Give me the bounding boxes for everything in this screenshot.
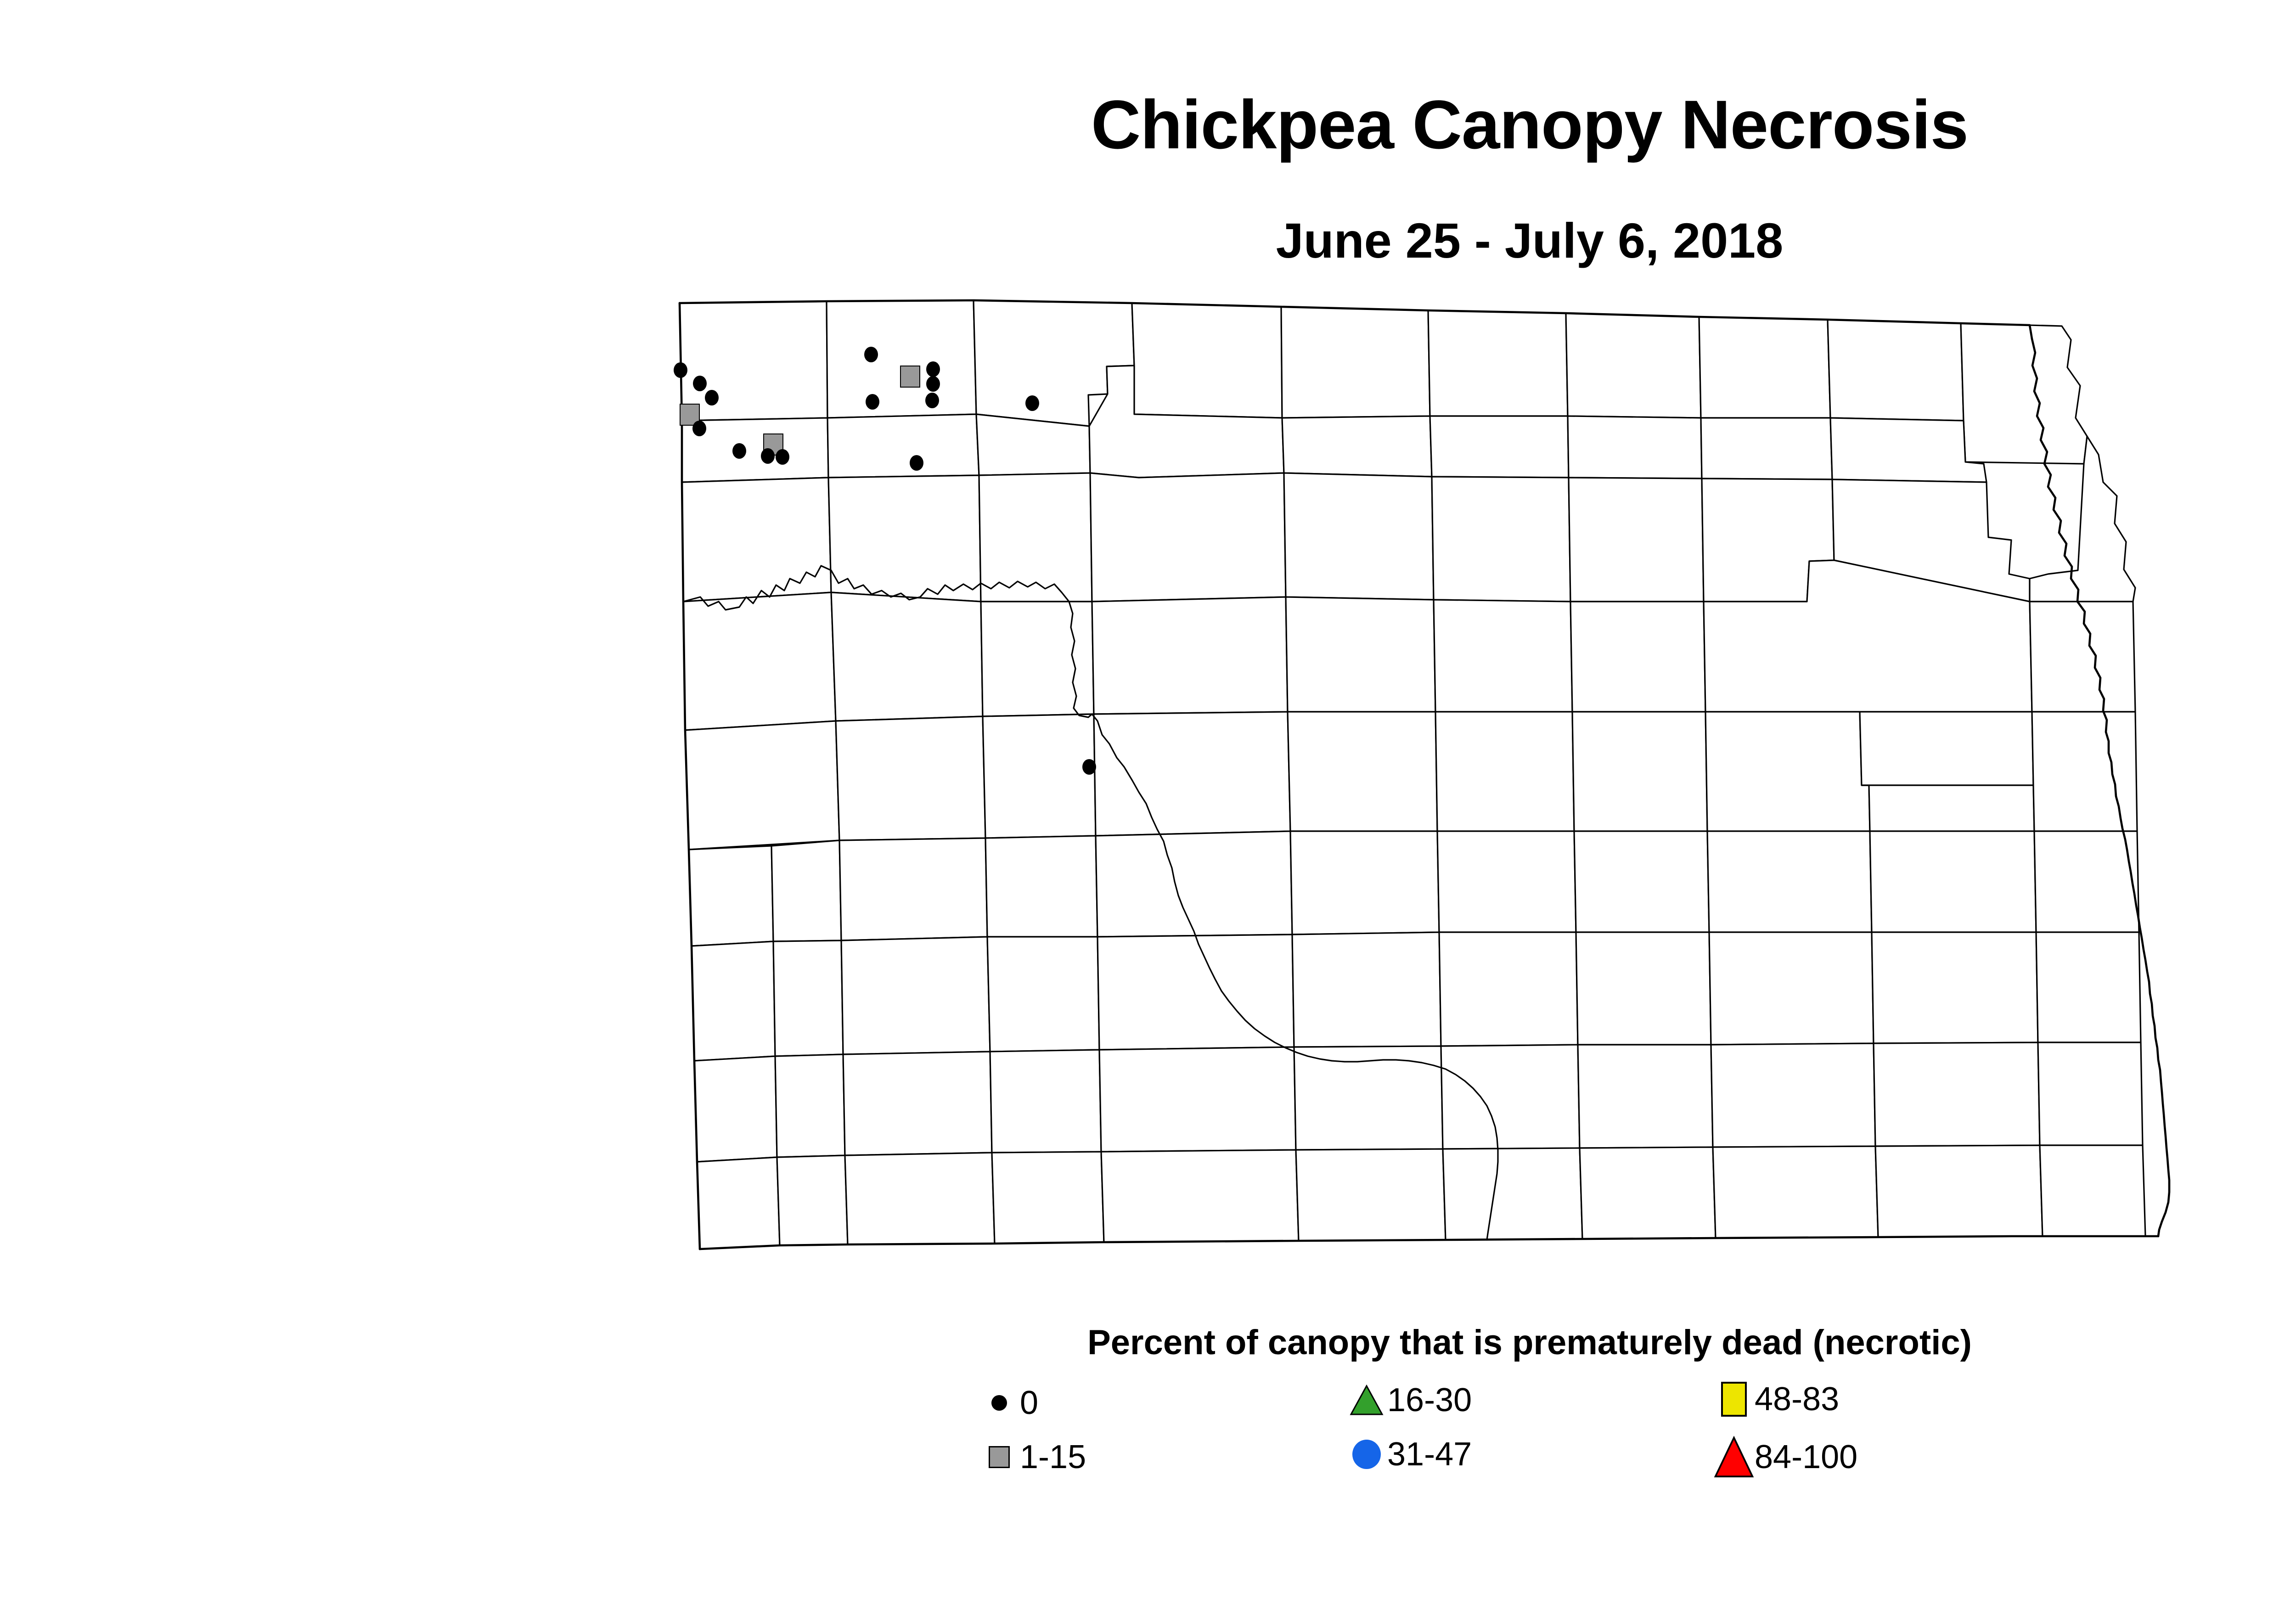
marker-necrosis-0 bbox=[732, 443, 746, 459]
page-title: Chickpea Canopy Necrosis bbox=[1091, 86, 1969, 163]
square-yellow-icon bbox=[1713, 1382, 1755, 1417]
circle-black-icon bbox=[979, 1395, 1020, 1411]
legend-item-label: 16-30 bbox=[1387, 1382, 1472, 1419]
north-dakota-county-map bbox=[588, 280, 2223, 1281]
marker-necrosis-0 bbox=[761, 448, 775, 464]
survey-point-markers bbox=[588, 280, 2223, 1281]
triangle-red-svg bbox=[1714, 1435, 1754, 1478]
legend-item-label: 48-83 bbox=[1755, 1381, 1840, 1418]
triangle-green-icon bbox=[1346, 1384, 1387, 1416]
marker-necrosis-0 bbox=[1082, 759, 1096, 775]
legend-item-label: 31-47 bbox=[1387, 1436, 1472, 1473]
marker-necrosis-0 bbox=[926, 376, 940, 392]
marker-necrosis-0 bbox=[910, 455, 923, 471]
marker-necrosis-0 bbox=[692, 421, 706, 436]
triangle-green-svg bbox=[1350, 1384, 1384, 1415]
page-subtitle: June 25 - July 6, 2018 bbox=[1276, 213, 1784, 268]
marker-necrosis-0 bbox=[693, 376, 707, 391]
marker-necrosis-0 bbox=[864, 347, 878, 362]
square-gray-icon bbox=[979, 1446, 1020, 1468]
legend-grid: 0 1-15 16-30 bbox=[979, 1382, 2081, 1492]
legend-item-label: 1-15 bbox=[1020, 1439, 1086, 1475]
legend-item-2: 16-30 bbox=[1346, 1384, 1472, 1417]
legend-title: Percent of canopy that is prematurely de… bbox=[1087, 1323, 1972, 1362]
legend-item-5: 84-100 bbox=[1713, 1434, 1857, 1480]
triangle-red-icon bbox=[1713, 1434, 1755, 1480]
legend-item-0: 0 bbox=[979, 1386, 1038, 1419]
legend-item-3: 31-47 bbox=[1346, 1438, 1472, 1471]
state-outline bbox=[678, 299, 2171, 1250]
marker-necrosis-0 bbox=[674, 362, 687, 378]
marker-necrosis-0 bbox=[866, 394, 879, 410]
legend-item-1: 1-15 bbox=[979, 1441, 1086, 1474]
circle-blue-icon bbox=[1346, 1440, 1387, 1469]
legend: Percent of canopy that is prematurely de… bbox=[0, 1323, 2296, 1492]
county-boundaries bbox=[679, 299, 2146, 1250]
map-svg bbox=[678, 299, 2171, 1250]
marker-necrosis-0 bbox=[705, 390, 719, 405]
marker-necrosis-0 bbox=[1025, 395, 1039, 411]
legend-item-4: 48-83 bbox=[1713, 1382, 1839, 1417]
marker-necrosis-0 bbox=[925, 393, 939, 408]
marker-necrosis-0 bbox=[926, 361, 940, 377]
marker-necrosis-0 bbox=[776, 449, 789, 465]
legend-item-label: 84-100 bbox=[1755, 1439, 1858, 1475]
marker-necrosis-1-15 bbox=[900, 366, 920, 388]
legend-item-label: 0 bbox=[1020, 1385, 1039, 1421]
missouri-river bbox=[682, 565, 1499, 1241]
